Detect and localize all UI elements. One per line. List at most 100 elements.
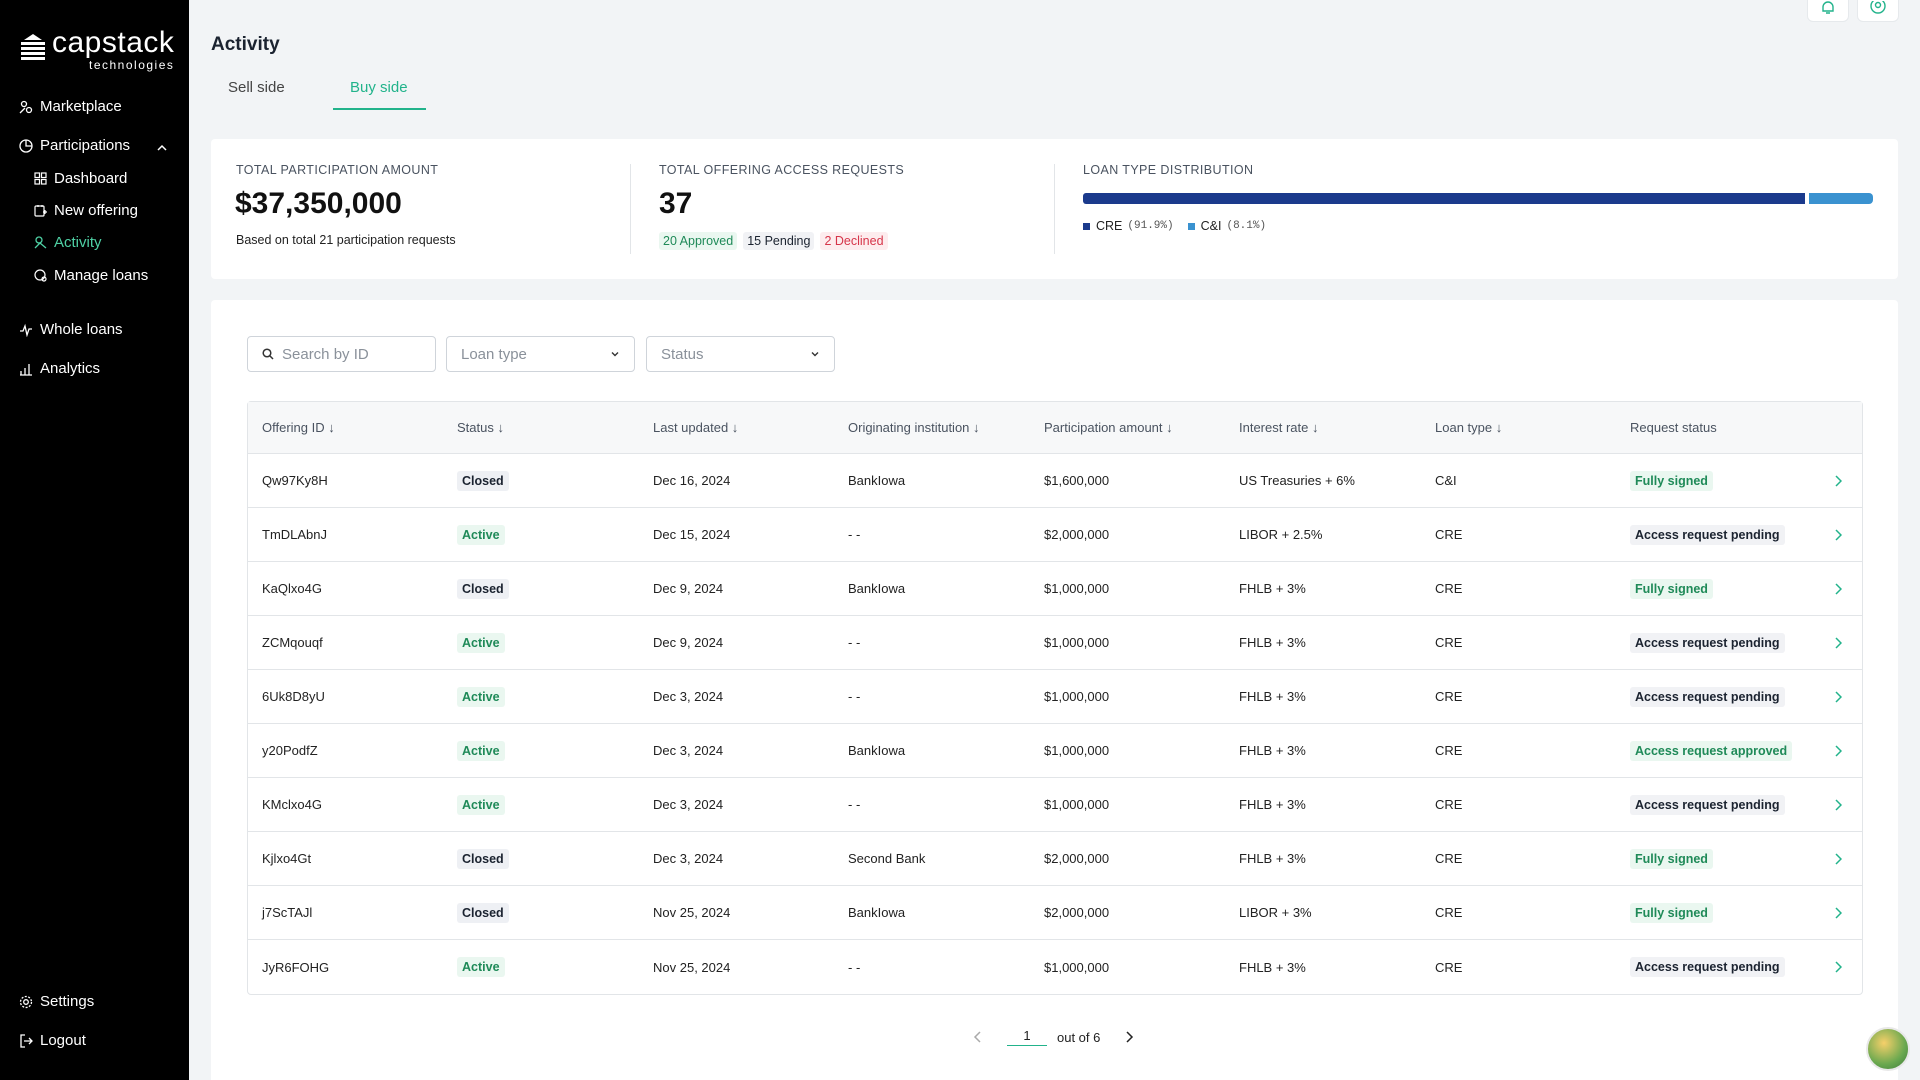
row-chevron[interactable]: [1816, 636, 1862, 649]
row-chevron[interactable]: [1816, 961, 1862, 973]
cell-offering-id: KMclxo4G: [262, 797, 322, 812]
nav-logout-label: Logout: [40, 1032, 86, 1049]
brand-subtitle: technologies: [89, 58, 175, 72]
cell-status: Active: [443, 686, 639, 707]
status-badge: Active: [457, 794, 505, 815]
chevron-right-icon: [1835, 961, 1842, 973]
table-row[interactable]: Qw97Ky8H Closed Dec 16, 2024 BankIowa $1,600…: [248, 454, 1862, 508]
cell-amount: $1,000,000: [1044, 581, 1110, 596]
request-status-badge: Access request pending: [1630, 794, 1785, 815]
cell-request-status: Access request pending: [1616, 632, 1816, 653]
row-chevron[interactable]: [1816, 582, 1862, 595]
search-input[interactable]: [282, 345, 412, 363]
cell-loan-type: CRE: [1435, 581, 1463, 596]
nav-settings[interactable]: Settings: [18, 993, 94, 1010]
status-select[interactable]: Status: [646, 336, 835, 372]
chevron-left-icon[interactable]: [973, 1031, 983, 1043]
cell-institution: BankIowa: [848, 581, 906, 596]
cell-institution: Second Bank: [848, 851, 926, 866]
cell-last-updated: Dec 9, 2024: [653, 635, 724, 650]
header-last-updated[interactable]: Last updated ↓: [653, 420, 739, 435]
row-chevron[interactable]: [1816, 906, 1862, 919]
cell-institution: - -: [848, 689, 861, 704]
chevron-right-icon[interactable]: [1124, 1031, 1134, 1043]
table-row[interactable]: KaQlxo4G Closed Dec 9, 2024 BankIowa $1,000,…: [248, 562, 1862, 616]
nav-logout[interactable]: Logout: [18, 1032, 86, 1049]
nav-marketplace[interactable]: Marketplace: [18, 98, 122, 115]
manage-loans-icon: [32, 268, 48, 284]
table-row[interactable]: JyR6FOHG Active Nov 25, 2024 - - $1,000,000 F…: [248, 940, 1862, 994]
gear-icon: [18, 994, 34, 1010]
row-chevron[interactable]: [1816, 798, 1862, 811]
nav-dashboard[interactable]: Dashboard: [32, 170, 127, 187]
row-chevron[interactable]: [1816, 744, 1862, 757]
header-offering-id[interactable]: Offering ID ↓: [262, 420, 335, 435]
tab-buy-side[interactable]: Buy side: [350, 79, 408, 96]
status-select-label: Status: [661, 345, 704, 363]
table-row[interactable]: Kjlxo4Gt Closed Dec 3, 2024 Second Bank $2,0…: [248, 832, 1862, 886]
row-chevron[interactable]: [1816, 528, 1862, 541]
header-originating-institution[interactable]: Originating institution ↓: [848, 420, 980, 435]
participation-label: TOTAL PARTICIPATION AMOUNT: [236, 163, 439, 177]
requests-breakdown: 20 Approved 15 Pending 2 Declined: [659, 232, 894, 250]
cell-interest-rate: LIBOR + 3%: [1239, 905, 1312, 920]
header-status[interactable]: Status ↓: [457, 420, 504, 435]
nav-activity[interactable]: Activity: [32, 234, 102, 251]
nav-manage-loans[interactable]: Manage loans: [32, 267, 148, 284]
distribution-segment-ci: [1809, 193, 1873, 204]
table-row[interactable]: TmDLAbnJ Active Dec 15, 2024 - - $2,000,000 L…: [248, 508, 1862, 562]
cell-loan-type: CRE: [1435, 689, 1463, 704]
help-avatar[interactable]: [1866, 1027, 1910, 1071]
cell-amount: $2,000,000: [1044, 851, 1110, 866]
cell-amount: $2,000,000: [1044, 905, 1110, 920]
nav-analytics[interactable]: Analytics: [18, 360, 100, 377]
nav-whole-loans[interactable]: Whole loans: [18, 321, 123, 338]
nav-new-offering[interactable]: New offering: [32, 202, 138, 219]
header-interest-rate[interactable]: Interest rate ↓: [1239, 420, 1319, 435]
cell-interest-rate: FHLB + 3%: [1239, 851, 1306, 866]
row-chevron[interactable]: [1816, 690, 1862, 703]
notifications-button[interactable]: [1807, 0, 1849, 22]
cell-interest-rate: LIBOR + 2.5%: [1239, 527, 1323, 542]
loan-type-select[interactable]: Loan type: [446, 336, 635, 372]
cell-last-updated: Dec 15, 2024: [653, 527, 731, 542]
row-chevron[interactable]: [1816, 852, 1862, 865]
table-row[interactable]: 6Uk8D8yU Active Dec 3, 2024 - - $1,000,000 FH…: [248, 670, 1862, 724]
logout-icon: [18, 1033, 34, 1049]
header-participation-amount[interactable]: Participation amount ↓: [1044, 420, 1173, 435]
status-badge: Active: [457, 957, 505, 977]
legend-label-ci: C&I: [1200, 219, 1222, 233]
capstack-logo-icon: [21, 34, 45, 60]
page-number-input[interactable]: 1: [1007, 1028, 1047, 1046]
row-chevron[interactable]: [1816, 474, 1862, 487]
participation-value: $37,350,000: [235, 187, 402, 220]
chevron-right-icon: [1835, 744, 1842, 757]
cell-interest-rate: FHLB + 3%: [1239, 689, 1306, 704]
search-box[interactable]: [247, 336, 436, 372]
cell-amount: $1,600,000: [1044, 473, 1110, 488]
table-row[interactable]: j7ScTAJl Closed Nov 25, 2024 BankIowa $2,000…: [248, 886, 1862, 940]
profile-button[interactable]: [1857, 0, 1899, 22]
cell-status: Closed: [443, 848, 639, 869]
cell-offering-id: JyR6FOHG: [262, 959, 330, 975]
table-row[interactable]: ZCMqouqf Active Dec 9, 2024 - - $1,000,000 FH…: [248, 616, 1862, 670]
header-loan-type[interactable]: Loan type ↓: [1435, 420, 1503, 435]
nav-whole-loans-label: Whole loans: [40, 321, 123, 338]
nav-participations[interactable]: Participations: [18, 137, 130, 154]
logo[interactable]: capstack technologies: [18, 28, 174, 71]
distribution-segment-cre: [1083, 193, 1806, 204]
cell-offering-id: Qw97Ky8H: [262, 473, 328, 488]
cell-interest-rate: FHLB + 3%: [1239, 581, 1306, 596]
chevron-up-icon[interactable]: [156, 142, 168, 154]
cell-offering-id: j7ScTAJl: [262, 905, 313, 920]
pulse-icon: [18, 322, 34, 338]
cell-amount: $1,000,000: [1044, 689, 1110, 704]
cell-offering-id: y20PodfZ: [262, 743, 318, 758]
table-row[interactable]: y20PodfZ Active Dec 3, 2024 BankIowa $1,000,…: [248, 724, 1862, 778]
chevron-right-icon: [1835, 852, 1842, 865]
tab-sell-side[interactable]: Sell side: [228, 79, 285, 96]
request-status-badge: Access request approved: [1630, 740, 1793, 761]
participations-icon: [18, 138, 34, 154]
cell-amount: $1,000,000: [1044, 743, 1110, 758]
table-row[interactable]: KMclxo4G Active Dec 3, 2024 - - $1,000,000 FH…: [248, 778, 1862, 832]
